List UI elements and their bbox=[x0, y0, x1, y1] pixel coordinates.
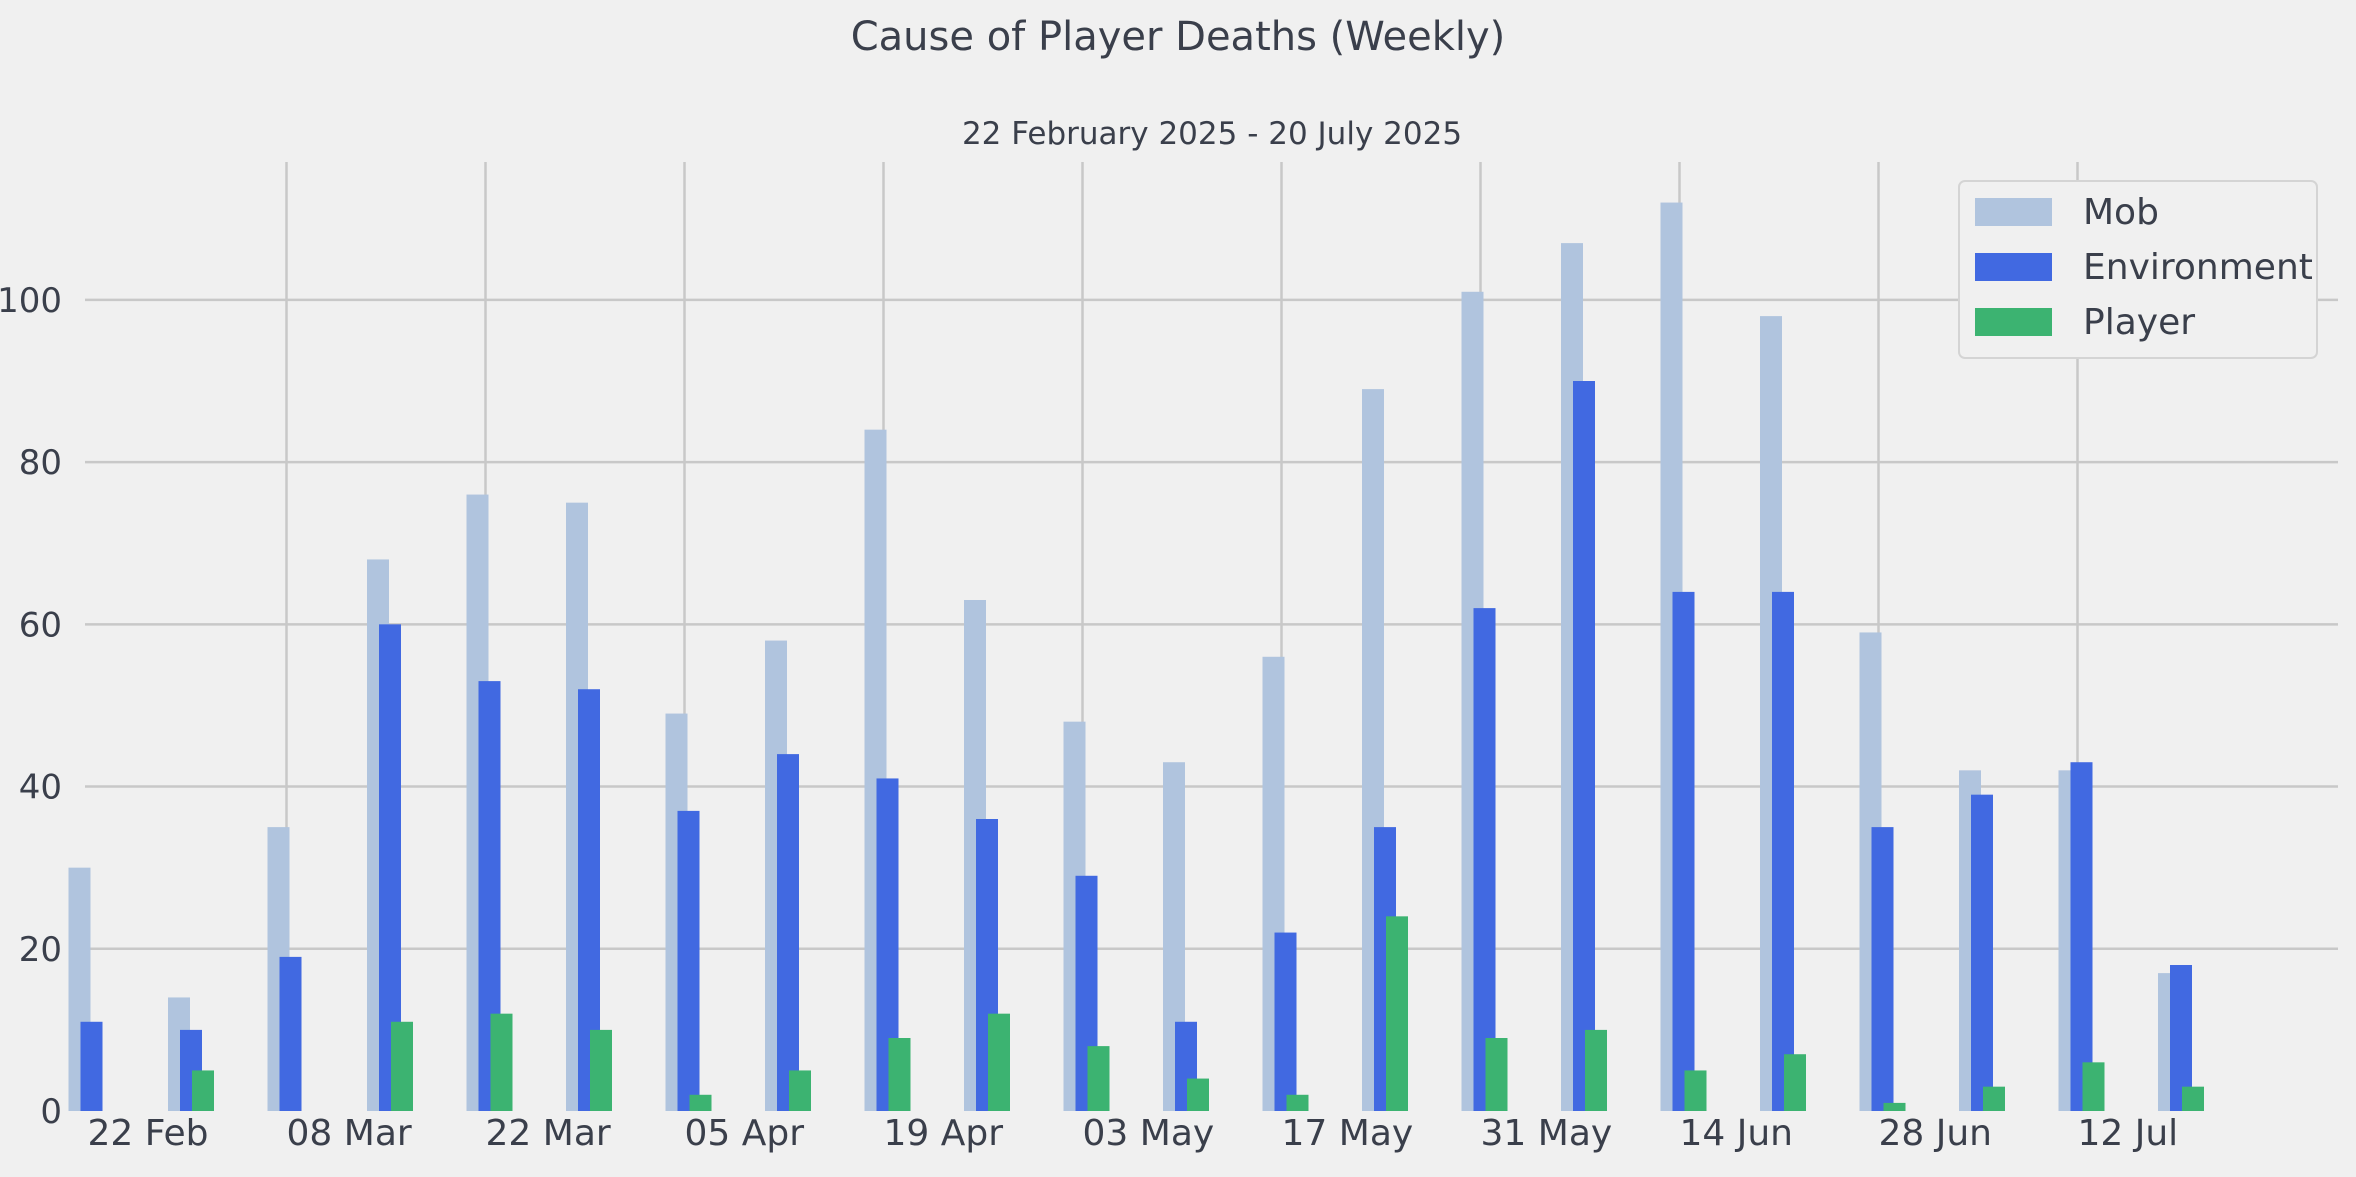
bar-player bbox=[1286, 1094, 1309, 1111]
y-tick-label: 40 bbox=[19, 768, 62, 808]
bar-player bbox=[789, 1070, 811, 1111]
axis-labels: 0 20 40 60 80 100 22 Feb 08 Mar 22 Mar 05 Apr 19 A… bbox=[0, 281, 2178, 1154]
x-tick-label: 08 Mar bbox=[287, 1113, 412, 1154]
legend-swatch-player bbox=[1975, 308, 2052, 336]
bar-player bbox=[1883, 1102, 1906, 1111]
bar-player bbox=[590, 1029, 612, 1111]
bar-environment bbox=[677, 810, 700, 1111]
bar-environment bbox=[1274, 932, 1297, 1111]
legend-label-player: Player bbox=[2083, 302, 2195, 343]
bar-player bbox=[1386, 916, 1408, 1111]
y-tick-label: 80 bbox=[19, 443, 62, 483]
bar-environment bbox=[80, 1021, 103, 1111]
bar-player bbox=[1684, 1070, 1707, 1111]
bar-player bbox=[490, 1013, 513, 1111]
x-tick-label: 05 Apr bbox=[685, 1113, 805, 1154]
bar-environment bbox=[478, 681, 501, 1111]
bar-environment bbox=[876, 778, 899, 1111]
x-tick-label: 19 Apr bbox=[884, 1113, 1004, 1154]
chart-title: Cause of Player Deaths (Weekly) bbox=[851, 14, 1506, 60]
bar-player bbox=[988, 1013, 1010, 1111]
legend: Mob Environment Player bbox=[1958, 180, 2318, 359]
bar-environment bbox=[1772, 591, 1794, 1111]
x-tick-label: 31 May bbox=[1481, 1113, 1613, 1154]
bar-player bbox=[1784, 1054, 1806, 1111]
bar-player bbox=[1983, 1086, 2005, 1111]
x-tick-label: 22 Feb bbox=[88, 1113, 209, 1154]
bar-player bbox=[2182, 1086, 2204, 1111]
x-tick-label: 12 Jul bbox=[2078, 1113, 2179, 1154]
bar-player bbox=[888, 1038, 911, 1111]
bar-environment bbox=[1473, 608, 1496, 1111]
bars bbox=[68, 202, 2204, 1112]
bar-player bbox=[2082, 1062, 2105, 1111]
chart-subtitle: 22 February 2025 - 20 July 2025 bbox=[962, 116, 1462, 152]
legend-swatch-environment bbox=[1975, 253, 2052, 281]
bar-environment bbox=[1971, 794, 1993, 1111]
bar-environment bbox=[1871, 827, 1894, 1111]
x-tick-label: 03 May bbox=[1083, 1113, 1215, 1154]
bar-player bbox=[391, 1021, 413, 1111]
x-tick-label: 17 May bbox=[1282, 1113, 1414, 1154]
bar-environment bbox=[279, 956, 302, 1111]
y-tick-label: 100 bbox=[0, 281, 62, 321]
bar-player bbox=[689, 1094, 712, 1111]
legend-swatch-mob bbox=[1975, 198, 2052, 226]
bar-environment bbox=[2070, 762, 2093, 1111]
bar-environment bbox=[1672, 591, 1695, 1111]
bar-environment bbox=[578, 689, 600, 1111]
x-tick-label: 14 Jun bbox=[1680, 1113, 1794, 1154]
y-tick-label: 20 bbox=[19, 930, 62, 970]
x-tick-label: 22 Mar bbox=[486, 1113, 611, 1154]
legend-label-mob: Mob bbox=[2083, 192, 2159, 233]
legend-label-environment: Environment bbox=[2083, 247, 2313, 288]
bar-environment bbox=[379, 624, 401, 1111]
y-tick-label: 60 bbox=[19, 605, 62, 645]
bar-player bbox=[1585, 1029, 1607, 1111]
bar-environment bbox=[2170, 965, 2192, 1111]
bar-player bbox=[1485, 1038, 1508, 1111]
bar-environment bbox=[1573, 381, 1595, 1111]
bar-environment bbox=[777, 754, 799, 1111]
x-tick-label: 28 Jun bbox=[1879, 1113, 1993, 1154]
bar-player bbox=[1187, 1078, 1209, 1111]
bar-player bbox=[1087, 1046, 1110, 1111]
y-tick-label: 0 bbox=[40, 1092, 62, 1132]
bar-player bbox=[192, 1070, 214, 1111]
